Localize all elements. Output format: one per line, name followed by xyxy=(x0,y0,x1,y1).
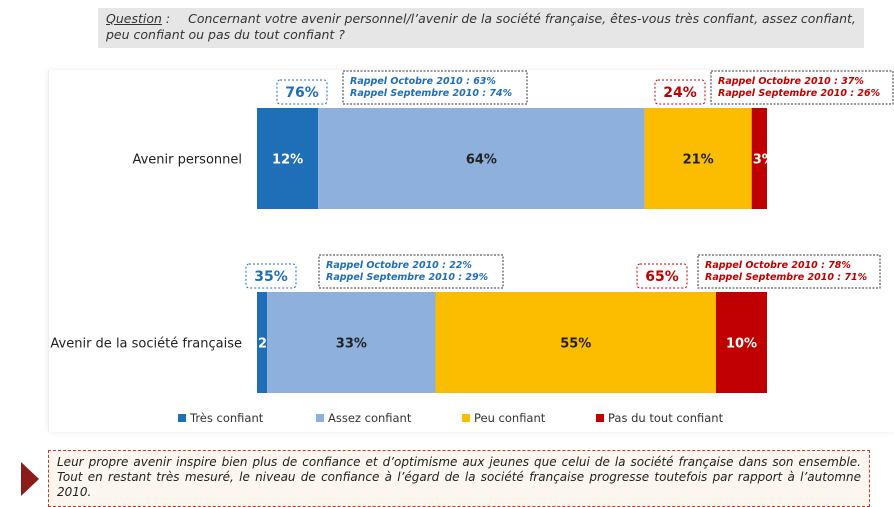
recall-confident-box xyxy=(318,254,504,289)
total-confident-box xyxy=(276,79,328,105)
recall-not-confident-text: Rappel Septembre 2010 : 26% xyxy=(718,88,880,99)
total-confident-label: 35% xyxy=(254,269,288,285)
legend-swatch xyxy=(462,414,470,422)
recall-not-confident-box xyxy=(710,70,894,105)
total-not-confident-label: 65% xyxy=(645,269,679,285)
recall-not-confident-text: Rappel Octobre 2010 : 37% xyxy=(718,76,864,87)
question-separator: : xyxy=(165,11,171,26)
bar-segment xyxy=(267,292,436,393)
recall-confident-text: Rappel Octobre 2010 : 63% xyxy=(350,76,496,87)
bar-segment xyxy=(716,292,767,393)
recall-confident-text: Rappel Septembre 2010 : 29% xyxy=(326,272,488,283)
question-label: Question xyxy=(106,11,162,26)
recall-confident-box xyxy=(342,70,528,105)
bar-segment xyxy=(318,108,645,209)
chart-svg: Avenir personnel 12% 64% 21% 3% 76% Rappel Oct… xyxy=(50,70,894,425)
legend-label: Peu confiant xyxy=(474,411,546,425)
bar-segment xyxy=(644,108,752,209)
chart-frame xyxy=(48,70,894,432)
question-line-1: Question : Concernant votre avenir person… xyxy=(106,11,856,27)
data-label: 12% xyxy=(272,153,303,168)
category-label: Avenir de la société française xyxy=(50,337,242,352)
legend-swatch xyxy=(316,414,324,422)
arrow-marker-icon xyxy=(21,462,39,496)
legend-label: Pas du tout confiant xyxy=(608,411,724,425)
data-label: 3% xyxy=(753,153,775,168)
question-text-1: Concernant votre avenir personnel/l’aven… xyxy=(188,11,856,26)
data-label: 64% xyxy=(466,153,497,168)
bar-segment xyxy=(435,292,716,393)
legend-label: Très confiant xyxy=(189,411,264,425)
total-confident-box xyxy=(245,263,297,289)
total-not-confident-label: 24% xyxy=(663,85,697,101)
recall-not-confident-text: Rappel Octobre 2010 : 78% xyxy=(705,260,851,271)
bar-segment xyxy=(257,292,268,393)
recall-confident-text: Rappel Octobre 2010 : 22% xyxy=(326,260,472,271)
bar-segment xyxy=(751,108,767,209)
question-text-2: peu confiant ou pas du tout confiant ? xyxy=(106,27,345,42)
total-not-confident-box xyxy=(654,79,706,105)
data-label: 33% xyxy=(336,337,367,352)
legend-swatch xyxy=(596,414,604,422)
recall-not-confident-box xyxy=(697,254,881,289)
data-label: 10% xyxy=(726,337,757,352)
total-confident-label: 76% xyxy=(285,85,319,101)
question-box: Question : Concernant votre avenir person… xyxy=(98,8,864,48)
data-label: 55% xyxy=(560,337,591,352)
total-not-confident-box xyxy=(636,263,688,289)
data-label: 21% xyxy=(683,153,714,168)
legend-swatch xyxy=(178,414,186,422)
recall-not-confident-text: Rappel Septembre 2010 : 71% xyxy=(705,272,867,283)
conclusion-text: Leur propre avenir inspire bien plus de … xyxy=(48,450,870,507)
legend-label: Assez confiant xyxy=(328,411,412,425)
bar-segment xyxy=(257,108,319,209)
category-label: Avenir personnel xyxy=(132,153,242,168)
recall-confident-text: Rappel Septembre 2010 : 74% xyxy=(350,88,512,99)
